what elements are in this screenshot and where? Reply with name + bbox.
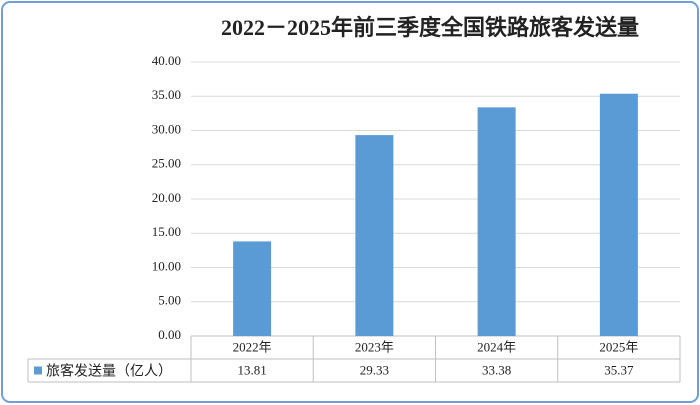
x-tick-label: 2025年: [599, 339, 638, 354]
y-tick-label: 30.00: [152, 121, 181, 136]
chart-title: 2022－2025年前三季度全国铁路旅客发送量: [221, 15, 639, 40]
table-value: 33.38: [482, 362, 511, 377]
bar: [477, 107, 516, 336]
y-tick-label: 35.00: [152, 87, 181, 102]
x-tick-label: 2024年: [477, 339, 516, 354]
table-value: 35.37: [604, 362, 634, 377]
y-tick-label: 15.00: [152, 224, 181, 239]
x-tick-label: 2023年: [355, 339, 394, 354]
y-tick-label: 5.00: [158, 293, 181, 308]
y-tick-label: 0.00: [158, 327, 181, 342]
table-value: 29.33: [360, 362, 389, 377]
legend-swatch: [34, 366, 42, 375]
bar: [233, 241, 272, 336]
y-tick-label: 25.00: [152, 156, 181, 171]
bar: [355, 135, 394, 336]
y-tick-label: 20.00: [152, 190, 181, 205]
legend-label: 旅客发送量（亿人）: [46, 363, 172, 380]
x-tick-label: 2022年: [233, 339, 272, 354]
y-tick-label: 40.00: [152, 53, 181, 68]
bar: [599, 93, 638, 336]
table-value: 13.81: [238, 362, 267, 377]
y-tick-label: 10.00: [152, 258, 181, 273]
